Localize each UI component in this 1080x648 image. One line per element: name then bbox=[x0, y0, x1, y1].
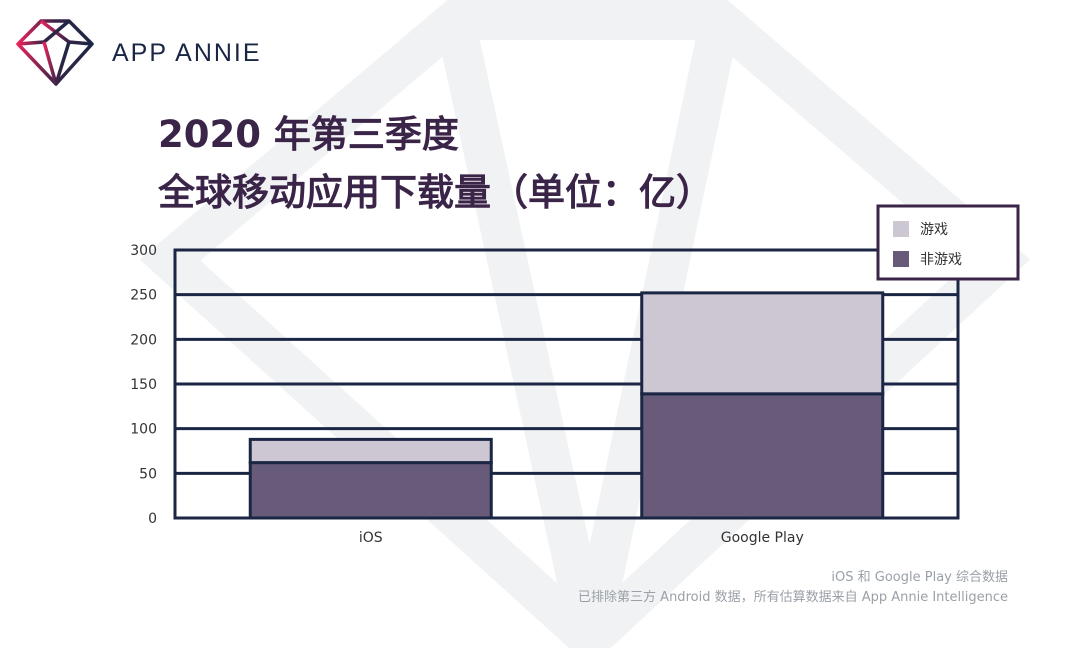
footnote: iOS 和 Google Play 综合数据 已排除第三方 Android 数据… bbox=[578, 568, 1008, 608]
brand-name: APP ANNIE bbox=[112, 38, 262, 67]
y-tick-label: 150 bbox=[130, 377, 157, 393]
y-tick-label: 50 bbox=[139, 466, 157, 482]
y-tick-label: 300 bbox=[130, 243, 157, 259]
title-line-2: 全球移动应用下载量（单位：亿） bbox=[158, 171, 713, 214]
y-tick-label: 0 bbox=[148, 511, 157, 527]
bar-game bbox=[248, 437, 493, 465]
footnote-line-2: 已排除第三方 Android 数据，所有估算数据来自 App Annie Int… bbox=[578, 590, 1008, 605]
y-tick-label: 250 bbox=[130, 288, 157, 304]
legend-label: 游戏 bbox=[920, 222, 948, 238]
x-tick-label: Google Play bbox=[721, 530, 804, 546]
footnote-line-1: iOS 和 Google Play 综合数据 bbox=[831, 570, 1008, 585]
y-tick-label: 100 bbox=[130, 422, 157, 438]
legend-label: 非游戏 bbox=[920, 252, 962, 268]
diamond-logo-icon bbox=[16, 19, 94, 86]
bar-game bbox=[640, 291, 885, 396]
bar-non-game bbox=[640, 392, 885, 520]
x-tick-label: iOS bbox=[359, 530, 383, 546]
legend-box bbox=[876, 204, 1020, 281]
app-annie-logo: APP ANNIE bbox=[14, 18, 262, 88]
legend-swatch bbox=[893, 251, 909, 267]
page-title: 2020 年第三季度 全球移动应用下载量（单位：亿） bbox=[158, 106, 713, 222]
legend-swatch bbox=[893, 221, 909, 237]
bar-non-game bbox=[248, 461, 493, 520]
y-tick-label: 200 bbox=[130, 332, 157, 348]
title-line-1: 2020 年第三季度 bbox=[158, 113, 459, 156]
